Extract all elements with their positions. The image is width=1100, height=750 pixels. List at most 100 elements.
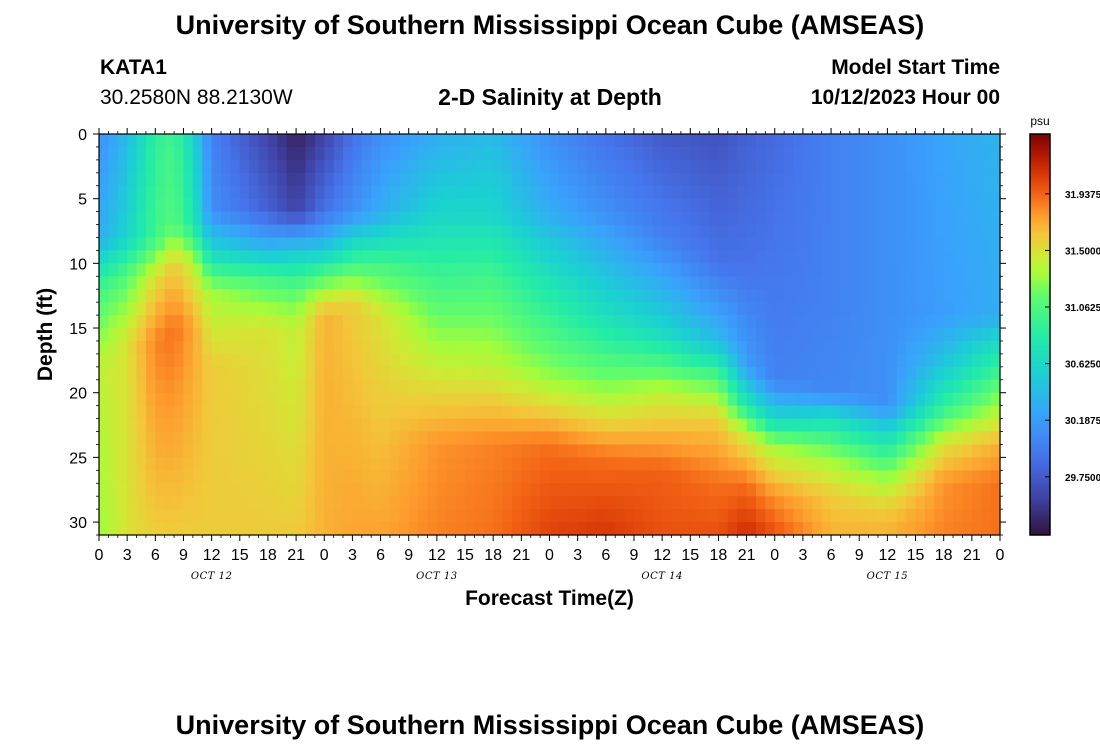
heatmap-cell <box>633 211 644 226</box>
heatmap-cell <box>511 418 522 433</box>
heatmap-cell <box>774 522 785 536</box>
heatmap-cell <box>296 276 307 290</box>
heatmap-cell <box>690 315 701 329</box>
heatmap-cell <box>953 470 964 484</box>
heatmap-cell <box>680 159 691 174</box>
heatmap-cell <box>896 185 907 200</box>
heatmap-cell <box>774 250 785 264</box>
heatmap-cell <box>371 172 382 187</box>
heatmap-cell <box>540 392 551 407</box>
heatmap-cell <box>896 289 907 303</box>
heatmap-cell <box>680 457 691 471</box>
heatmap-cell <box>399 237 410 252</box>
heatmap-cell <box>399 431 410 446</box>
heatmap-cell <box>258 250 269 264</box>
heatmap-cell <box>633 276 644 290</box>
heatmap-cell <box>239 263 250 277</box>
heatmap-cell <box>145 237 156 252</box>
heatmap-cell <box>296 431 307 446</box>
heatmap-cell <box>784 418 795 433</box>
heatmap-cell <box>887 159 898 174</box>
heatmap-cell <box>615 522 626 536</box>
heatmap-cell <box>164 172 175 187</box>
heatmap-cell <box>380 379 391 394</box>
heatmap-cell <box>587 496 598 510</box>
heatmap-cell <box>934 185 945 200</box>
heatmap-cell <box>502 444 513 458</box>
heatmap-cell <box>943 353 954 368</box>
heatmap-cell <box>314 237 325 252</box>
heatmap-cell <box>943 522 954 536</box>
y-tick-label: 10 <box>69 256 87 273</box>
heatmap-cell <box>774 198 785 213</box>
heatmap-cell <box>774 353 785 368</box>
heatmap-cell <box>145 211 156 226</box>
heatmap-cell <box>389 276 400 290</box>
heatmap-cell <box>408 276 419 290</box>
heatmap-cell <box>568 146 579 161</box>
heatmap-cell <box>521 289 532 303</box>
heatmap-cell <box>643 405 654 420</box>
heatmap-cell <box>436 250 447 264</box>
heatmap-cell <box>943 366 954 381</box>
heatmap-cell <box>727 276 738 290</box>
heatmap-cell <box>633 431 644 446</box>
heatmap-cell <box>596 237 607 252</box>
heatmap-cell <box>418 483 429 497</box>
heatmap-cell <box>361 353 372 368</box>
heatmap-cell <box>258 289 269 303</box>
heatmap-cell <box>221 340 231 355</box>
heatmap-cell <box>868 198 879 213</box>
heatmap-cell <box>765 457 776 471</box>
heatmap-cell <box>202 522 213 536</box>
heatmap-cell <box>784 237 795 252</box>
heatmap-cell <box>737 328 748 342</box>
heatmap-cell <box>690 379 701 394</box>
heatmap-cell <box>549 509 560 523</box>
heatmap-cell <box>530 289 541 303</box>
heatmap-cell <box>934 379 945 394</box>
heatmap-cell <box>183 237 194 252</box>
heatmap-cell <box>652 250 663 264</box>
heatmap-cell <box>380 146 391 161</box>
heatmap-cell <box>549 185 560 200</box>
heatmap-cell <box>427 328 438 342</box>
heatmap-cell <box>540 340 551 355</box>
heatmap-cell <box>267 172 278 187</box>
heatmap-cell <box>202 328 213 342</box>
heatmap-cell <box>849 522 860 536</box>
heatmap-cell <box>662 379 673 394</box>
heatmap-cell <box>436 444 447 458</box>
heatmap-cell <box>455 146 466 161</box>
heatmap-cell <box>258 483 269 497</box>
heatmap-cell <box>859 172 870 187</box>
heatmap-cell <box>277 315 288 329</box>
heatmap-cell <box>727 509 738 523</box>
heatmap-cell <box>530 457 541 471</box>
heatmap-cell <box>605 185 616 200</box>
heatmap-cell <box>211 483 222 497</box>
heatmap-cell <box>793 328 804 342</box>
heatmap-cell <box>249 418 260 433</box>
heatmap-cell <box>727 418 738 433</box>
x-tick-label: 12 <box>428 547 446 564</box>
heatmap-cell <box>596 146 607 161</box>
heatmap-cell <box>174 315 185 329</box>
heatmap-cell <box>324 159 335 174</box>
heatmap-cell <box>521 496 532 510</box>
heatmap-cell <box>230 328 241 342</box>
heatmap-cell <box>221 522 231 536</box>
heatmap-cell <box>389 198 400 213</box>
heatmap-cell <box>568 457 579 471</box>
heatmap-cell <box>953 444 964 458</box>
heatmap-cell <box>267 379 278 394</box>
heatmap-cell <box>859 444 870 458</box>
heatmap-cell <box>361 457 372 471</box>
heatmap-cell <box>953 483 964 497</box>
heatmap-cell <box>577 237 588 252</box>
heatmap-cell <box>887 289 898 303</box>
heatmap-cell <box>812 340 823 355</box>
colorbar-step <box>1030 294 1050 297</box>
heatmap-cell <box>906 418 917 433</box>
heatmap-cell <box>164 457 175 471</box>
